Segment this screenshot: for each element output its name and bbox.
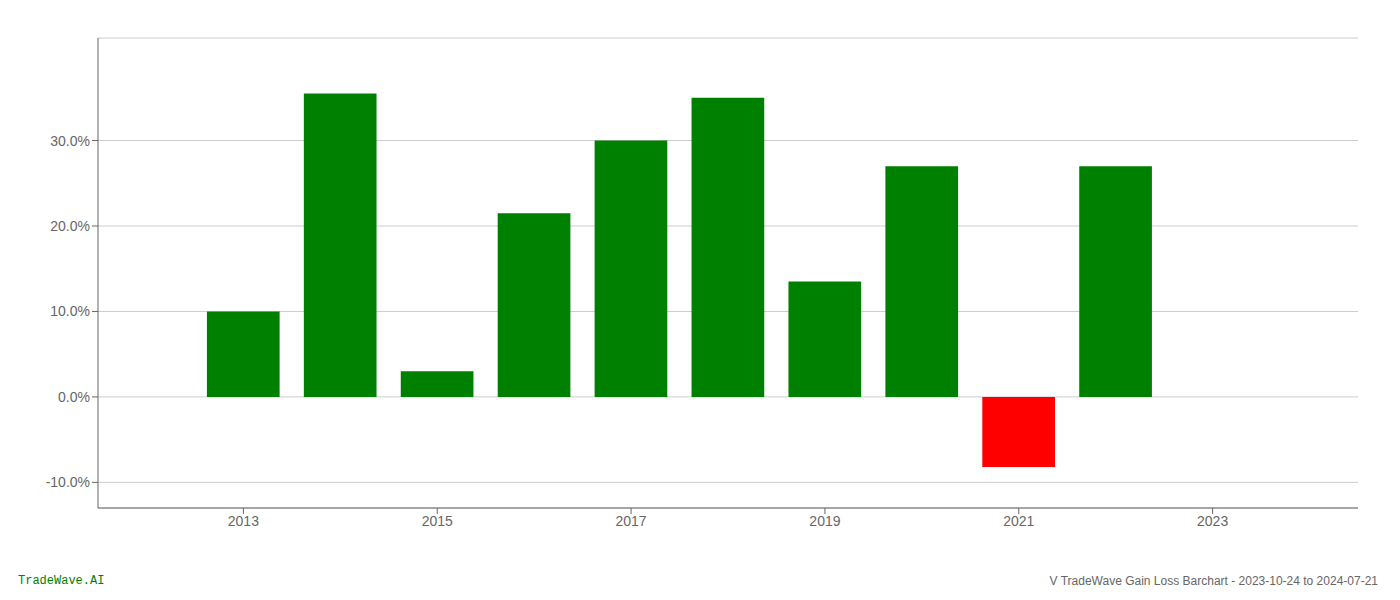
svg-text:2021: 2021 xyxy=(1003,513,1034,529)
svg-text:-10.0%: -10.0% xyxy=(46,474,90,490)
html-text:TradeWave.AI: TradeWave.AI xyxy=(18,574,105,588)
svg-text:2019: 2019 xyxy=(809,513,840,529)
svg-text:2017: 2017 xyxy=(615,513,646,529)
svg-text:10.0%: 10.0% xyxy=(50,303,90,319)
svg-text:2013: 2013 xyxy=(228,513,259,529)
svg-text:20.0%: 20.0% xyxy=(50,218,90,234)
svg-text:30.0%: 30.0% xyxy=(50,133,90,149)
html-text:V TradeWave Gain Loss Barchart: V TradeWave Gain Loss Barchart - 2023-10… xyxy=(1049,574,1378,588)
svg-text:0.0%: 0.0% xyxy=(58,389,90,405)
svg-text:2015: 2015 xyxy=(422,513,453,529)
svg-text:2023: 2023 xyxy=(1197,513,1228,529)
